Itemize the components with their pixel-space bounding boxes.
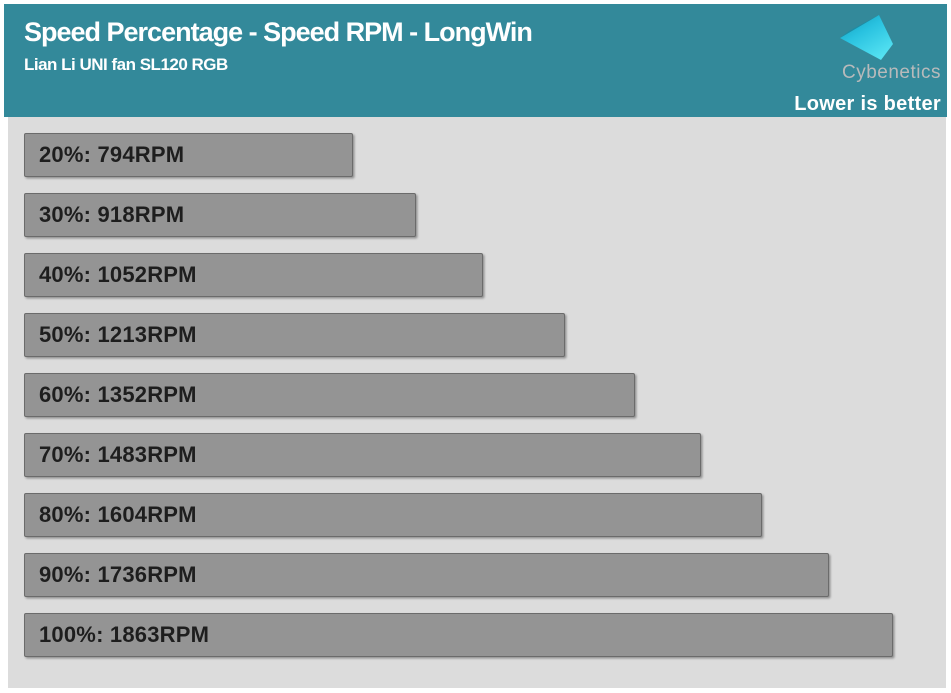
page-subtitle: Lian Li UNI fan SL120 RGB — [24, 55, 228, 74]
bar-chart: 20%: 794RPM 30%: 918RPM 40%: 1052RPM 50%: 1… — [8, 117, 946, 688]
page-title: Speed Percentage - Speed RPM - LongWin — [24, 17, 533, 47]
bar: 20%: 794RPM — [24, 133, 353, 177]
bar-label: 50%: 1213RPM — [39, 322, 197, 347]
bar-label: 70%: 1483RPM — [39, 442, 197, 467]
bar-label: 20%: 794RPM — [39, 142, 185, 167]
bar: 40%: 1052RPM — [24, 253, 483, 297]
bar-label: 30%: 918RPM — [39, 202, 185, 227]
bar: 80%: 1604RPM — [24, 493, 762, 537]
bar: 90%: 1736RPM — [24, 553, 829, 597]
bar-label: 90%: 1736RPM — [39, 562, 197, 587]
bar-label: 80%: 1604RPM — [39, 502, 197, 527]
bar: 70%: 1483RPM — [24, 433, 701, 477]
brand-name: Cybenetics — [842, 62, 941, 83]
bar-label: 100%: 1863RPM — [39, 622, 210, 647]
branding-block: Cybenetics Lower is better — [794, 14, 941, 116]
bar: 30%: 918RPM — [24, 193, 416, 237]
bar-label: 60%: 1352RPM — [39, 382, 197, 407]
lower-is-better-note: Lower is better — [794, 93, 941, 115]
chart-header: Speed Percentage - Speed RPM - LongWin L… — [4, 4, 947, 117]
bar: 50%: 1213RPM — [24, 313, 565, 357]
bar: 60%: 1352RPM — [24, 373, 635, 417]
header-titles: Speed Percentage - Speed RPM - LongWin L… — [24, 17, 533, 75]
bar: 100%: 1863RPM — [24, 613, 893, 657]
bar-label: 40%: 1052RPM — [39, 262, 197, 287]
cybenetics-logo-icon — [840, 15, 893, 60]
